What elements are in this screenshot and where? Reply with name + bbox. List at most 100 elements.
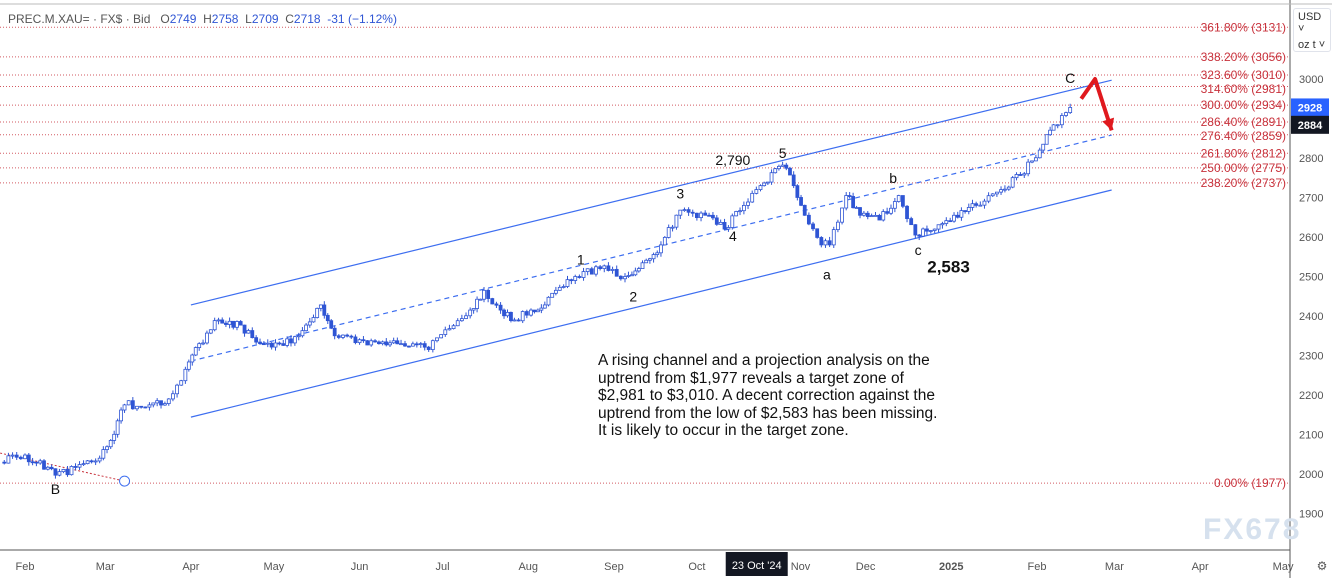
candle-body xyxy=(795,185,800,198)
candle-body xyxy=(197,343,202,348)
candle-body xyxy=(26,454,31,463)
candle-body xyxy=(208,329,213,334)
candle-body xyxy=(179,380,184,386)
candle-body xyxy=(65,469,70,476)
candle-body xyxy=(529,309,533,316)
candle-body xyxy=(81,463,86,466)
candle-body xyxy=(921,228,925,237)
candle-body xyxy=(139,405,144,408)
x-tick-label: Sep xyxy=(604,561,624,573)
candle-body xyxy=(443,329,448,335)
candle-body xyxy=(636,268,641,272)
candle-body xyxy=(952,214,956,222)
wave-label: 1 xyxy=(577,252,585,268)
candle-body xyxy=(577,276,582,278)
candle-body xyxy=(227,320,232,325)
candle-body xyxy=(896,195,901,202)
candle-body xyxy=(30,461,35,464)
candle-body xyxy=(318,304,323,309)
candle-body xyxy=(130,400,135,410)
candle-body xyxy=(205,332,209,344)
price-tag xyxy=(1291,98,1329,117)
candle-body xyxy=(1048,129,1053,136)
candle-body xyxy=(261,343,266,346)
candle-body xyxy=(840,207,844,223)
candle-body xyxy=(516,319,521,322)
fib-level-label: 250.00% (2775) xyxy=(1201,161,1286,175)
candle-body xyxy=(900,195,905,207)
x-tick-label: Mar xyxy=(96,561,115,573)
candle-body xyxy=(1033,157,1038,162)
candle-body xyxy=(365,340,370,346)
candle-body xyxy=(714,217,719,225)
candle-body xyxy=(34,461,39,464)
candle-body xyxy=(546,296,551,306)
y-tick-label: 1900 xyxy=(1299,509,1323,521)
candle-body xyxy=(6,455,11,464)
candle-body xyxy=(341,334,345,338)
unit-select[interactable]: oz t ˅ xyxy=(1298,39,1326,51)
candle-body xyxy=(990,193,995,197)
candle-body xyxy=(791,174,796,187)
y-tick-label: 2400 xyxy=(1299,311,1323,323)
candle-body xyxy=(666,227,671,238)
candle-body xyxy=(746,201,750,206)
wave-label: B xyxy=(51,481,60,497)
candle-body xyxy=(1026,161,1031,175)
candle-body xyxy=(250,330,255,339)
trend-line-handle xyxy=(119,475,131,487)
candle-body xyxy=(722,221,727,230)
open-label: O xyxy=(160,12,170,26)
candle-body xyxy=(690,211,695,214)
currency-select[interactable]: USD ˅ xyxy=(1298,11,1322,35)
candle-body xyxy=(734,211,739,217)
candle-body xyxy=(329,320,334,329)
candle-body xyxy=(212,320,217,331)
candle-body xyxy=(524,311,529,316)
candle-body xyxy=(246,330,251,334)
candle-body xyxy=(1044,134,1049,145)
candle-body xyxy=(18,456,23,460)
candle-body xyxy=(183,368,188,382)
unit-selector[interactable]: USD ˅ oz t ˅ xyxy=(1293,8,1331,52)
candle-body xyxy=(758,185,763,190)
candle-body xyxy=(811,223,815,230)
candle-body xyxy=(777,165,781,170)
y-tick-label: 2300 xyxy=(1299,351,1323,363)
candle-body xyxy=(773,168,778,174)
y-tick-label: 2500 xyxy=(1299,272,1323,284)
candle-body xyxy=(1041,143,1046,151)
wave-label: 2,790 xyxy=(715,152,750,168)
currency-label: USD xyxy=(1298,11,1322,23)
candle-body xyxy=(143,406,148,409)
candle-body xyxy=(655,252,660,255)
candle-body xyxy=(471,308,476,311)
candle-body xyxy=(565,279,570,287)
candle-body xyxy=(231,320,236,328)
candle-body xyxy=(647,258,652,261)
candle-body xyxy=(1064,112,1068,116)
candle-body xyxy=(273,342,278,348)
low-value: 2709 xyxy=(251,12,279,26)
candle-body xyxy=(391,340,396,344)
y-tick-label: 3000 xyxy=(1299,74,1323,86)
x-tick-label: Apr xyxy=(182,561,199,573)
candle-body xyxy=(459,318,464,322)
candle-body xyxy=(289,338,293,344)
candle-body xyxy=(395,340,400,345)
candle-body xyxy=(928,230,933,232)
candle-body xyxy=(940,223,945,226)
candle-body xyxy=(532,309,537,313)
candle-body xyxy=(384,341,389,346)
candle-body xyxy=(610,268,615,271)
channel-lower-line xyxy=(190,189,1112,418)
candle-body xyxy=(332,327,337,337)
unit-label: oz t xyxy=(1298,39,1316,51)
analysis-note: A rising channel and a projection analys… xyxy=(598,352,938,439)
candle-body xyxy=(166,398,171,404)
y-tick-label: 2700 xyxy=(1299,193,1323,205)
candle-body xyxy=(403,343,407,347)
candle-body xyxy=(296,335,301,338)
candle-body xyxy=(982,200,987,206)
